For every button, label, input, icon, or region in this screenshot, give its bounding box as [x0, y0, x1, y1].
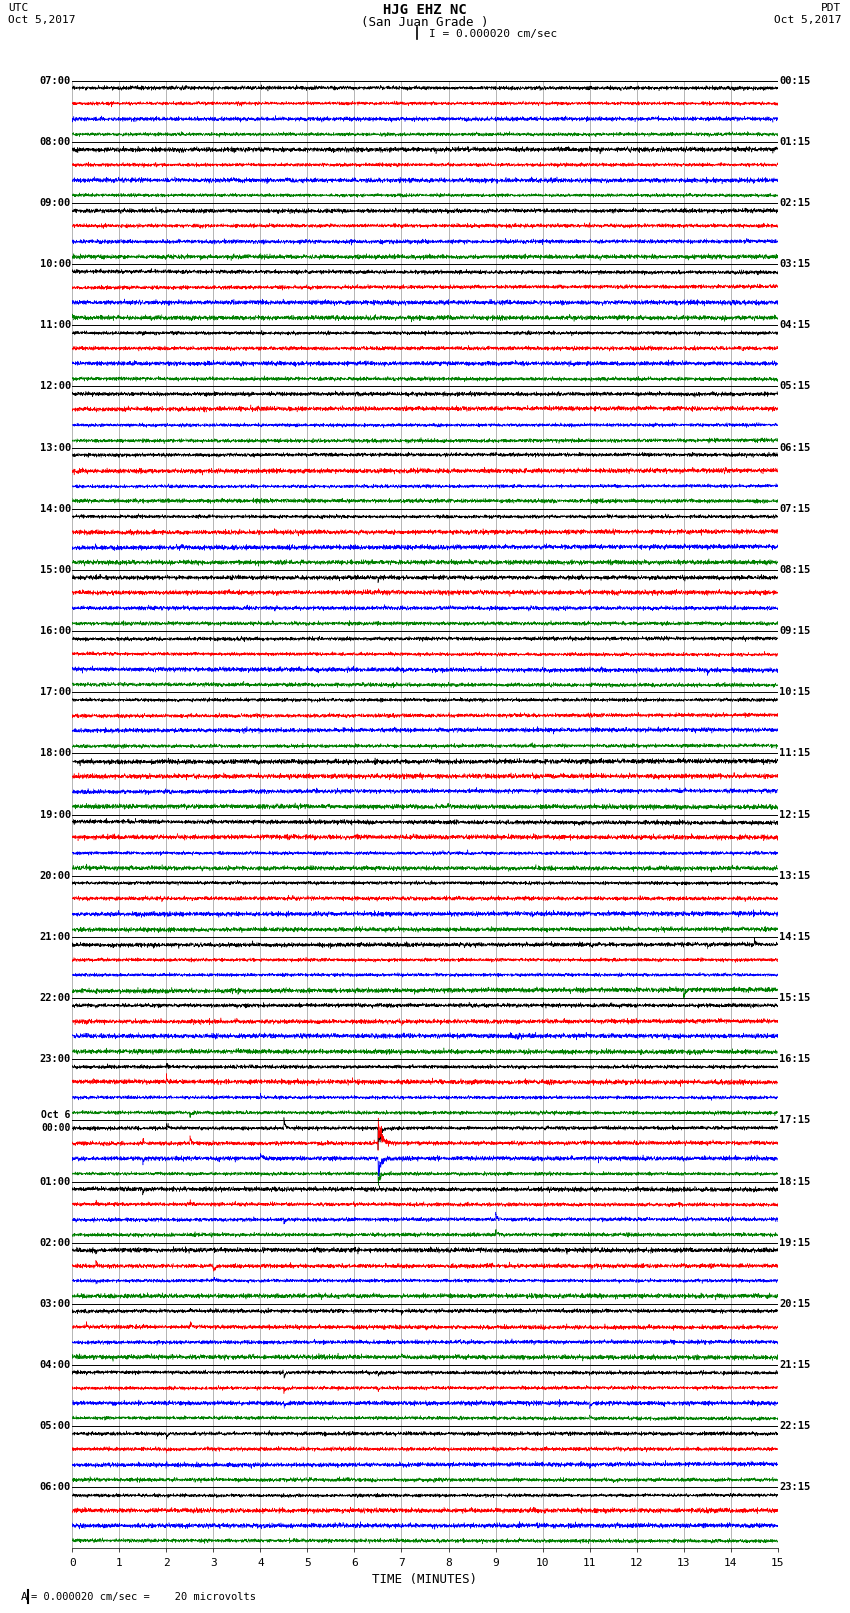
Text: 18:00: 18:00: [40, 748, 71, 758]
Text: 19:00: 19:00: [40, 810, 71, 819]
Text: 06:00: 06:00: [40, 1482, 71, 1492]
Text: 00:00: 00:00: [42, 1123, 71, 1134]
Text: 17:15: 17:15: [779, 1115, 810, 1126]
Text: = 0.000020 cm/sec =    20 microvolts: = 0.000020 cm/sec = 20 microvolts: [31, 1592, 257, 1602]
Text: 04:00: 04:00: [40, 1360, 71, 1369]
Text: (San Juan Grade ): (San Juan Grade ): [361, 16, 489, 29]
Text: 04:15: 04:15: [779, 321, 810, 331]
Text: 18:15: 18:15: [779, 1176, 810, 1187]
Text: UTC: UTC: [8, 3, 29, 13]
Text: 15:00: 15:00: [40, 565, 71, 574]
Text: 16:00: 16:00: [40, 626, 71, 636]
Text: 14:15: 14:15: [779, 932, 810, 942]
Text: 03:00: 03:00: [40, 1298, 71, 1308]
Text: 11:00: 11:00: [40, 321, 71, 331]
Text: 10:00: 10:00: [40, 260, 71, 269]
Text: 23:15: 23:15: [779, 1482, 810, 1492]
Text: 21:15: 21:15: [779, 1360, 810, 1369]
Text: 02:00: 02:00: [40, 1237, 71, 1248]
Text: Oct 5,2017: Oct 5,2017: [8, 15, 76, 24]
Text: 02:15: 02:15: [779, 198, 810, 208]
Text: 01:15: 01:15: [779, 137, 810, 147]
Text: 01:00: 01:00: [40, 1176, 71, 1187]
Text: 14:00: 14:00: [40, 503, 71, 515]
Text: A: A: [21, 1592, 28, 1602]
Text: 07:15: 07:15: [779, 503, 810, 515]
Text: 22:00: 22:00: [40, 994, 71, 1003]
Text: 13:00: 13:00: [40, 442, 71, 453]
Text: 13:15: 13:15: [779, 871, 810, 881]
Text: 05:15: 05:15: [779, 381, 810, 392]
Text: 06:15: 06:15: [779, 442, 810, 453]
Text: 22:15: 22:15: [779, 1421, 810, 1431]
Text: Oct 6: Oct 6: [42, 1110, 71, 1121]
Text: 08:00: 08:00: [40, 137, 71, 147]
X-axis label: TIME (MINUTES): TIME (MINUTES): [372, 1573, 478, 1586]
Text: 10:15: 10:15: [779, 687, 810, 697]
Text: 12:00: 12:00: [40, 381, 71, 392]
Text: 00:15: 00:15: [779, 76, 810, 85]
Text: 09:00: 09:00: [40, 198, 71, 208]
Text: 20:15: 20:15: [779, 1298, 810, 1308]
Text: 03:15: 03:15: [779, 260, 810, 269]
Text: 05:00: 05:00: [40, 1421, 71, 1431]
Text: 16:15: 16:15: [779, 1055, 810, 1065]
Text: 12:15: 12:15: [779, 810, 810, 819]
Text: 23:00: 23:00: [40, 1055, 71, 1065]
Text: 15:15: 15:15: [779, 994, 810, 1003]
Text: 08:15: 08:15: [779, 565, 810, 574]
Text: I = 0.000020 cm/sec: I = 0.000020 cm/sec: [429, 29, 558, 39]
Text: 19:15: 19:15: [779, 1237, 810, 1248]
Text: 09:15: 09:15: [779, 626, 810, 636]
Text: 21:00: 21:00: [40, 932, 71, 942]
Text: 20:00: 20:00: [40, 871, 71, 881]
Text: HJG EHZ NC: HJG EHZ NC: [383, 3, 467, 18]
Text: 11:15: 11:15: [779, 748, 810, 758]
Text: 07:00: 07:00: [40, 76, 71, 85]
Text: 17:00: 17:00: [40, 687, 71, 697]
Text: Oct 5,2017: Oct 5,2017: [774, 15, 842, 24]
Text: PDT: PDT: [821, 3, 842, 13]
